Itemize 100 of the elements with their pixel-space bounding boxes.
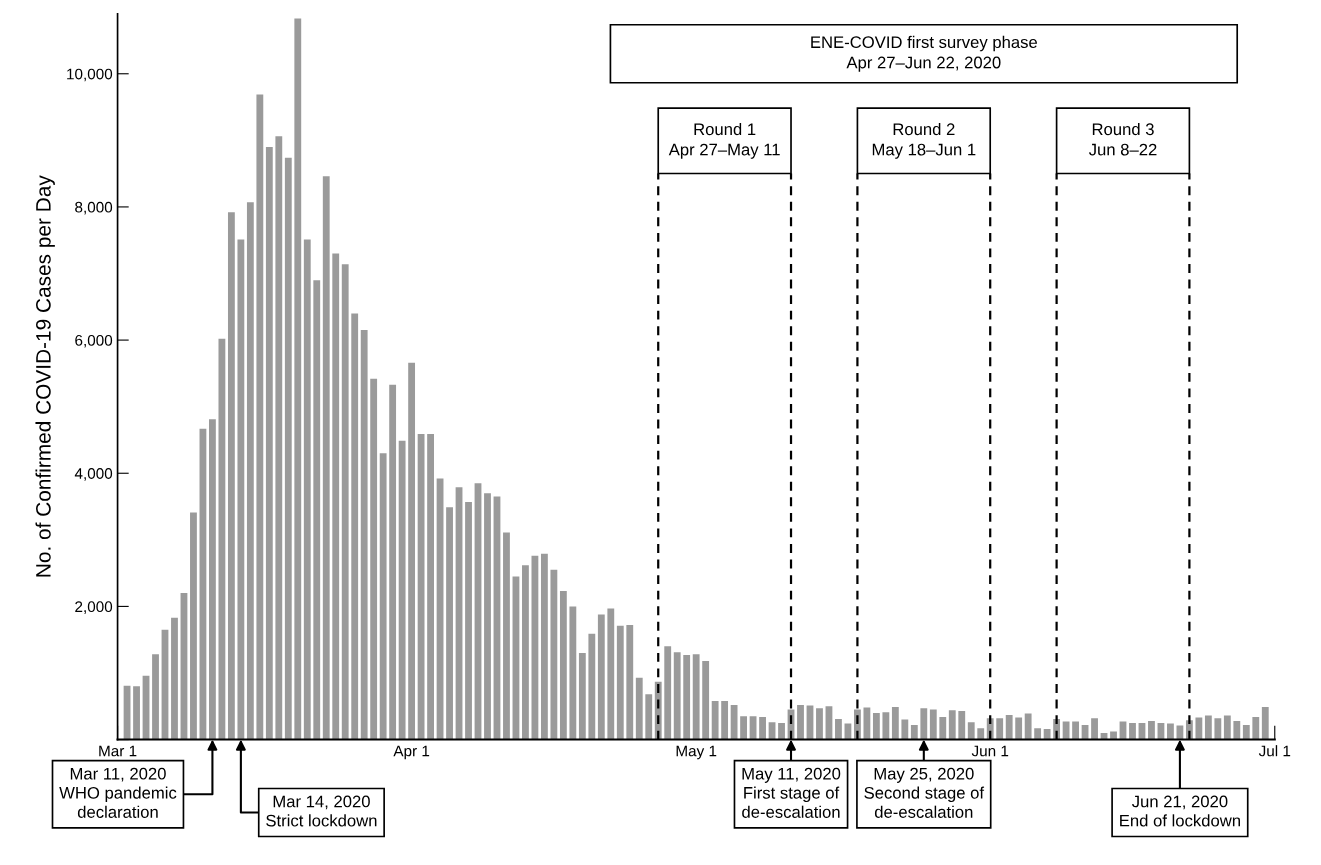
bar (1252, 716, 1260, 740)
x-tick-label: Apr 1 (393, 745, 430, 760)
bar (635, 677, 643, 740)
bar (1129, 722, 1136, 740)
x-tick-label: May 1 (676, 745, 717, 760)
bar (835, 718, 842, 740)
bar (891, 706, 899, 740)
bar (303, 239, 311, 740)
bar (265, 147, 273, 740)
bar (863, 707, 871, 740)
bar (721, 700, 729, 740)
bar (692, 654, 700, 740)
bar (284, 157, 292, 740)
annotation: Round 2 May 18–Jun 1 (872, 122, 976, 159)
bar (275, 136, 283, 740)
y-tick-label: 2,000 (75, 601, 113, 614)
bar (133, 686, 140, 740)
bar (778, 722, 785, 740)
bar (664, 646, 672, 740)
bar (569, 606, 577, 740)
bar (683, 655, 691, 740)
bar (1167, 723, 1174, 740)
bar (550, 569, 558, 740)
bar (417, 433, 425, 740)
bar (427, 433, 434, 740)
annotation: Mar 11, 2020 WHO pandemic declaration (59, 767, 177, 818)
bar (408, 362, 416, 740)
bar (522, 565, 529, 740)
bar (1034, 728, 1042, 740)
bar (465, 501, 472, 740)
bar (246, 202, 254, 740)
bar (398, 440, 406, 740)
bar (996, 718, 1004, 740)
bar (910, 724, 918, 740)
y-tick-label: 10,000 (67, 68, 113, 82)
bar (759, 716, 766, 740)
bar (872, 712, 880, 740)
bar (389, 384, 397, 740)
bar (1091, 718, 1098, 740)
bar (740, 716, 748, 740)
y-axis-title: No. of Confirmed COVID-19 Cases per Day (35, 175, 55, 577)
bar (901, 719, 909, 740)
bar (379, 453, 387, 740)
y-tick-label: 8,000 (75, 201, 113, 215)
annotation: ENE-COVID first survey phase Apr 27–Jun 22, 2020 (811, 35, 1037, 72)
annotation: May 11, 2020 First stage of de-escalation (742, 767, 841, 818)
bar (152, 654, 159, 740)
bar (218, 338, 226, 740)
bar (1242, 724, 1250, 740)
x-tick-label: Jun 1 (971, 745, 1009, 757)
bar (341, 264, 349, 740)
bar (607, 608, 615, 740)
bar (370, 378, 378, 740)
annotation: Round 1 Apr 27–May 11 (668, 122, 780, 159)
bar (322, 176, 330, 740)
bar (958, 710, 966, 740)
bar (977, 728, 985, 740)
bar (559, 591, 567, 740)
annotation: May 25, 2020 Second stage of de-escalation (864, 767, 985, 818)
y-tick-label: 6,000 (75, 334, 113, 348)
bar (294, 18, 302, 740)
bar (351, 313, 359, 740)
bar (645, 694, 653, 740)
bar (597, 614, 605, 740)
bar (1024, 713, 1032, 740)
x-tick-label: Mar 1 (99, 745, 137, 757)
bar (1005, 714, 1013, 740)
bar (256, 94, 264, 740)
annotation: Mar 14, 2020 Strict lockdown (266, 795, 377, 827)
bar (1233, 720, 1241, 740)
bar (313, 280, 321, 740)
bar (360, 330, 368, 740)
bar (711, 700, 719, 740)
bar (446, 507, 453, 740)
bar (171, 617, 178, 740)
bar (967, 722, 975, 740)
bar (616, 625, 624, 740)
bar (702, 661, 710, 740)
bar (816, 708, 823, 740)
bar (730, 704, 738, 740)
bar (882, 712, 890, 740)
annotation: Jun 21, 2020 End of lockdown (1120, 795, 1240, 827)
y-tick-label: 4,000 (74, 468, 113, 481)
bar (1062, 721, 1070, 740)
bar (503, 532, 510, 740)
bar (227, 212, 235, 740)
bar (540, 553, 548, 740)
annotation: Round 3 Jun 8–22 (1088, 122, 1157, 156)
bar (1015, 717, 1023, 740)
bar (929, 709, 937, 740)
bar (1195, 717, 1203, 740)
bar (1204, 715, 1212, 740)
bar (578, 653, 586, 740)
bar (190, 512, 197, 740)
bar (1043, 728, 1051, 740)
bar (1223, 715, 1231, 740)
bar (797, 704, 804, 740)
bar (332, 253, 340, 740)
bar (948, 710, 956, 740)
bar (939, 716, 947, 740)
